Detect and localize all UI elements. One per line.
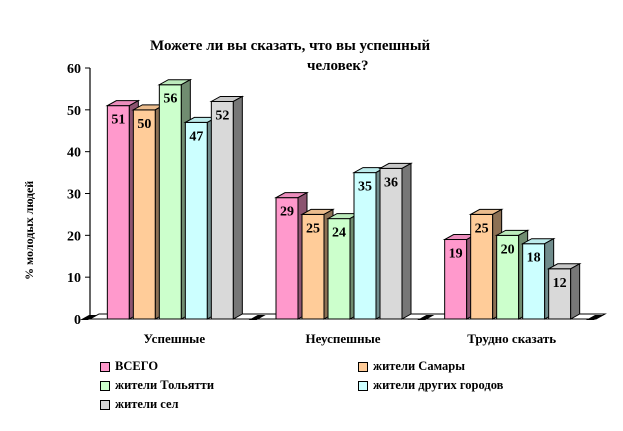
bar-value-label: 25 bbox=[475, 221, 489, 236]
bar-value-label: 50 bbox=[137, 117, 151, 132]
bar-side bbox=[570, 262, 581, 320]
bar-value-label: 56 bbox=[163, 92, 177, 107]
bar-side bbox=[401, 162, 412, 320]
y-tick-label: 10 bbox=[67, 271, 81, 286]
legend-label-series-3: жители Тольятти bbox=[115, 378, 215, 392]
bar-value-label: 25 bbox=[306, 221, 320, 236]
legend-label-series-5: жители сел bbox=[115, 397, 179, 411]
bar-value-label: 12 bbox=[553, 276, 567, 291]
floor-tab bbox=[417, 315, 435, 320]
floor-tab bbox=[586, 315, 603, 320]
legend-swatch-series-4 bbox=[358, 380, 368, 391]
y-tick-label: 50 bbox=[67, 104, 81, 119]
bar-value-label: 51 bbox=[111, 113, 125, 128]
bar-value-label: 18 bbox=[527, 251, 541, 266]
bar-value-label: 47 bbox=[189, 129, 203, 144]
x-category-label: Трудно сказать bbox=[467, 331, 556, 346]
y-tick-label: 20 bbox=[67, 229, 81, 244]
y-tick-label: 30 bbox=[67, 188, 81, 203]
legend-swatch-series-5 bbox=[100, 399, 110, 410]
bar-value-label: 20 bbox=[501, 242, 515, 257]
floor-tab bbox=[80, 315, 97, 320]
bar bbox=[546, 262, 582, 320]
bar-value-label: 35 bbox=[358, 180, 372, 195]
bar-side bbox=[232, 95, 243, 320]
legend-item-series-3: жители Тольятти bbox=[100, 378, 214, 393]
bar-value-label: 36 bbox=[384, 175, 398, 190]
bar-front bbox=[379, 167, 403, 320]
legend: ВСЕГО жители Самары жители Тольятти жите… bbox=[100, 359, 580, 419]
legend-swatch-series-3 bbox=[100, 380, 110, 391]
legend-label-series-1: ВСЕГО bbox=[115, 359, 159, 373]
floor-tab bbox=[248, 315, 266, 320]
y-tick-label: 60 bbox=[67, 62, 81, 77]
bar-value-label: 29 bbox=[280, 205, 294, 220]
bar-front bbox=[210, 100, 234, 320]
bar-value-label: 24 bbox=[332, 226, 346, 241]
bar bbox=[378, 162, 413, 320]
legend-item-series-2: жители Самары bbox=[358, 359, 465, 374]
chart-title-line-1: Можете ли вы сказать, что вы успешный bbox=[150, 38, 431, 54]
legend-item-series-5: жители сел bbox=[100, 397, 179, 412]
legend-item-series-4: жители других городов bbox=[358, 378, 503, 393]
legend-label-series-4: жители других городов bbox=[373, 378, 504, 392]
chart-title-line-2: человек? bbox=[307, 58, 369, 74]
legend-item-series-1: ВСЕГО bbox=[100, 359, 158, 374]
bar-front bbox=[106, 105, 130, 320]
legend-swatch-series-1 bbox=[100, 361, 110, 372]
x-category-label: Успешные bbox=[144, 331, 206, 346]
bar-value-label: 19 bbox=[449, 247, 463, 262]
bar-front bbox=[158, 84, 182, 320]
bar-value-label: 52 bbox=[215, 108, 229, 123]
bar-front bbox=[184, 121, 208, 320]
y-tick-label: 0 bbox=[74, 313, 81, 328]
y-tick-label: 40 bbox=[67, 146, 81, 161]
bar-front bbox=[132, 109, 156, 320]
legend-label-series-2: жители Самары bbox=[373, 359, 465, 373]
x-category-label: Неуспешные bbox=[305, 331, 380, 346]
legend-swatch-series-2 bbox=[358, 361, 368, 372]
bar bbox=[209, 95, 245, 320]
